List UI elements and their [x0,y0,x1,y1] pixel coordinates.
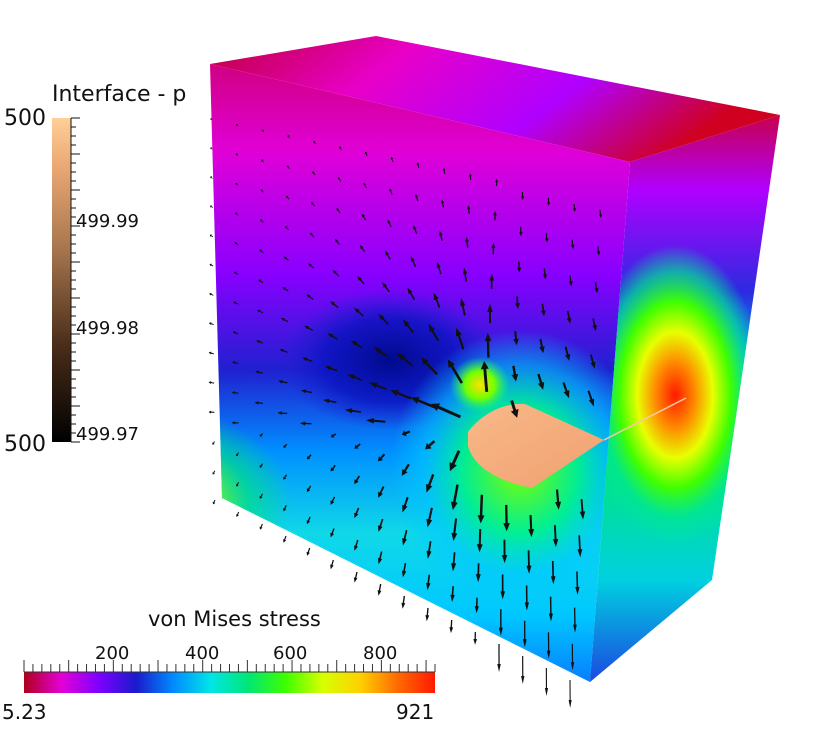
vector-arrow [211,206,213,207]
vector-arrow [600,210,601,215]
vector-arrow [379,584,380,591]
vector-arrow-head [449,627,453,633]
vector-arrow [542,304,543,312]
vector-arrow-head [401,603,405,609]
vector-arrow [356,572,357,578]
vector-arrow-head [209,411,212,414]
vector-arrow [579,535,580,551]
pressure-range-min-label: 500 [4,434,46,456]
vector-arrow [285,536,286,540]
vector-arrow [211,177,212,178]
vector-arrow [428,575,429,585]
vector-arrow-head [545,688,548,696]
vector-arrow-head [473,639,477,645]
pressure-color-bar [52,118,71,442]
vector-arrow [452,586,453,596]
vector-arrow [214,500,215,503]
vector-arrow [481,495,482,518]
vector-arrow-head [569,700,572,708]
pressure-tick-label: 499.97 [76,426,139,444]
vector-arrow [211,148,212,149]
vector-arrow [480,529,481,546]
vector-arrow [572,240,573,246]
vector-arrow [570,275,571,282]
vector-arrow [582,499,583,513]
vector-arrow [211,353,214,354]
vector-arrow [469,209,470,214]
vector-arrow-head [307,552,310,556]
stress-color-bar [24,672,435,693]
vector-arrow [237,512,238,515]
vector-arrow-head [330,565,333,570]
stress-min-label: 5.23 [2,702,47,722]
pressure-tick-label: 499.99 [76,213,139,231]
pressure-ticks [71,118,80,442]
vector-arrow [258,403,263,404]
vector-arrow [531,515,532,531]
vector-arrow [332,560,334,566]
vector-arrow-head [209,352,212,355]
stress-legend-title: von Mises stress [148,609,321,630]
vector-arrow-head [378,590,382,596]
stress-max-label: 921 [396,702,434,722]
vector-arrow [544,268,545,275]
stress-tick-label: 400 [185,645,219,663]
stress-tick-label: 800 [363,645,397,663]
pressure-tick-label: 499.98 [76,320,139,338]
vector-arrow-head [209,381,212,384]
vector-arrow [211,265,213,266]
vector-arrow [444,170,445,174]
stress-tick-label: 600 [273,645,307,663]
vector-arrow [213,442,214,444]
vector-arrow [403,596,404,604]
pressure-range-max-label: 500 [4,108,46,130]
vector-arrow [513,366,515,376]
vector-arrow-head [497,664,500,672]
vector-arrow [308,548,310,553]
vector-arrow [515,331,516,339]
stress-tick-label: 200 [95,645,129,663]
vector-arrow [211,294,213,295]
vector-arrow [555,525,556,541]
vector-arrow [261,524,262,527]
vector-arrow-head [521,676,524,684]
vector-arrow [211,383,214,384]
vector-arrow [577,572,578,589]
vector-arrow [214,471,215,473]
vector-arrow [211,324,214,325]
vector-arrow [517,296,518,304]
vector-arrow [467,241,468,248]
vector-arrow-head [425,615,429,621]
vector-arrow [211,236,213,237]
vector-arrow [234,393,238,394]
vector-arrow-head [354,577,358,582]
vector-arrow [372,421,385,422]
vector-arrow [427,608,428,616]
vector-arrow [557,490,558,504]
pressure-legend-title: Interface - p [52,84,186,106]
vector-arrow [598,246,599,252]
